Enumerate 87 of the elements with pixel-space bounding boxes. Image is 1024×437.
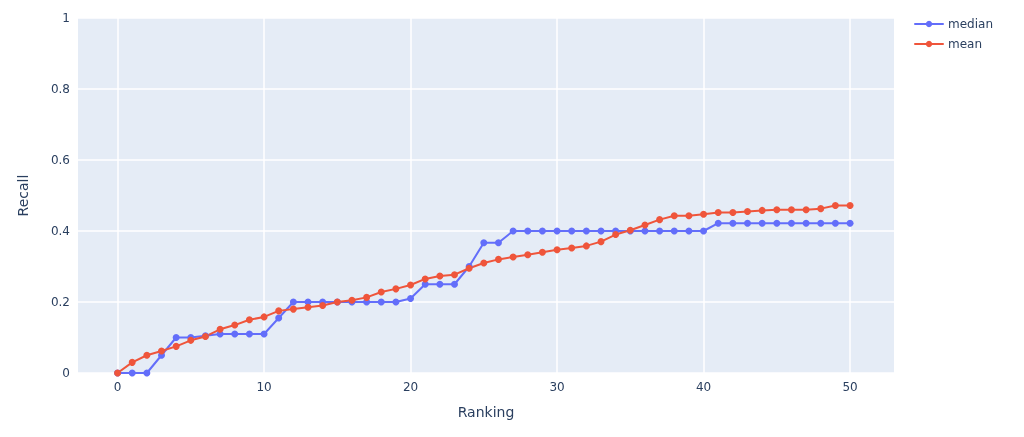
point [758,206,766,214]
point [744,207,751,215]
point [787,206,795,214]
point [700,210,708,218]
point [128,369,136,377]
point [700,227,708,235]
legend-label: median [948,17,993,31]
point [568,227,576,235]
point [538,227,546,235]
point [758,219,766,227]
point [289,298,297,306]
x-tick-label: 10 [256,380,272,394]
point [377,298,385,306]
point [494,239,502,247]
point [612,231,620,239]
point [172,342,180,350]
point [817,219,825,227]
y-axis-title: Recall [15,174,31,217]
point [494,255,502,263]
legend-label: mean [948,37,983,51]
y-tick-label: 0 [62,366,70,380]
point [568,244,576,252]
point [436,280,444,288]
point [231,330,239,338]
x-axis-title: Ranking [457,404,515,420]
point [231,321,239,329]
y-tick-label: 1 [62,11,70,25]
point [714,209,722,217]
point [392,285,400,293]
point [216,325,224,333]
point [846,201,854,209]
point [831,219,839,227]
point [245,316,253,324]
point [787,219,795,227]
point [407,281,415,289]
point [817,205,825,213]
point [451,271,458,279]
point [421,275,429,283]
y-tick-label: 0.8 [50,82,70,96]
point [656,216,664,224]
point [846,219,854,227]
point [773,206,781,214]
point [319,302,327,310]
x-tick-label: 30 [549,380,565,394]
point [143,351,151,359]
point [553,246,561,254]
point [538,248,546,256]
point [275,314,283,322]
point [802,206,810,214]
y-tick-label: 0.6 [50,153,70,167]
point [802,219,810,227]
point [773,219,781,227]
point [436,272,444,280]
point [729,219,737,227]
x-tick-label: 50 [842,380,858,394]
y-tick-label: 0.4 [50,224,70,238]
point [480,239,488,247]
point [509,253,517,261]
point [685,212,693,220]
point [363,293,371,301]
y-tick-label: 0.2 [50,295,70,309]
point [670,212,678,220]
point [304,303,312,311]
x-tick-label: 0 [113,380,122,394]
point [158,347,165,355]
x-tick-label: 40 [695,380,712,394]
point [714,219,722,227]
point [582,227,590,235]
point [377,288,385,296]
point [582,242,590,250]
point [407,294,415,302]
point [656,227,664,235]
point [524,227,532,235]
point [729,209,737,217]
x-tick-label: 20 [402,380,419,394]
point [275,307,283,315]
point [480,259,488,267]
point [670,227,678,235]
point [744,219,751,227]
point [289,305,297,313]
point [831,201,839,209]
point [524,251,532,259]
point [451,280,458,288]
point [597,238,605,246]
point [128,358,136,366]
point [245,330,253,338]
point [172,334,180,341]
